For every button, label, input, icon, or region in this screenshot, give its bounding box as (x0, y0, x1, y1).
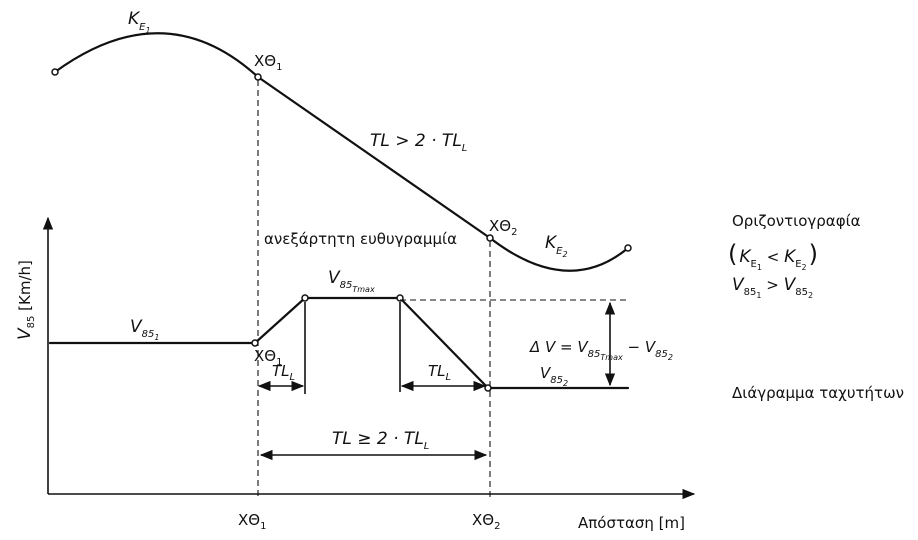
label-plan-xo1: ΧΘ1 (254, 52, 282, 73)
label-independent-straight: ανεξάρτητη ευθυγραμμία (264, 230, 457, 248)
speed-point-xo1 (251, 339, 259, 347)
plan-straight-segment (256, 75, 492, 240)
legend-speed-condition: V851 > V852 (732, 275, 813, 300)
label-tll-decel: TLL (428, 362, 451, 383)
speed-point-xo2 (484, 384, 492, 392)
x-tick-xo2: ΧΘ2 (472, 511, 500, 532)
label-v852: V852 (540, 364, 568, 388)
legend-plan-condition: (KE1 < KE2) (728, 240, 818, 272)
plan-curve-ke1 (53, 32, 260, 79)
label-delta-v: Δ V = V85Tmax − V852 (529, 338, 673, 362)
label-plan-xo2: ΧΘ2 (489, 217, 517, 238)
speed-point-accel-end (301, 294, 309, 302)
label-v851: V851 (130, 317, 159, 342)
label-tll-accel: TLL (272, 362, 295, 383)
label-tl-total-condition: TL ≥ 2 · TLL (332, 429, 429, 452)
label-ke2: KE2 (545, 233, 568, 259)
x-axis-label: Απόσταση [m] (578, 514, 685, 532)
label-v85-tmax: V85Tmax (328, 268, 375, 294)
x-tick-xo1: ΧΘ1 (238, 511, 266, 532)
plan-xo2-point (486, 234, 494, 242)
plan-curve-ke2 (488, 236, 630, 272)
label-plan-condition: TL > 2 · TLL (370, 131, 467, 154)
plan-xo1-point (254, 73, 262, 81)
label-speed-xo1: ΧΘ1 (254, 347, 282, 368)
label-ke1: KE1 (128, 9, 151, 35)
plan-start-point (51, 68, 59, 76)
legend-speed-title: Διάγραμμα ταχυτήτων (732, 384, 904, 402)
y-axis-label: V85 [Km/h] (15, 260, 37, 340)
plan-end-point (624, 244, 632, 252)
legend-plan-title: Οριζοντιογραφία (732, 212, 861, 230)
speed-profile-line (48, 296, 630, 390)
